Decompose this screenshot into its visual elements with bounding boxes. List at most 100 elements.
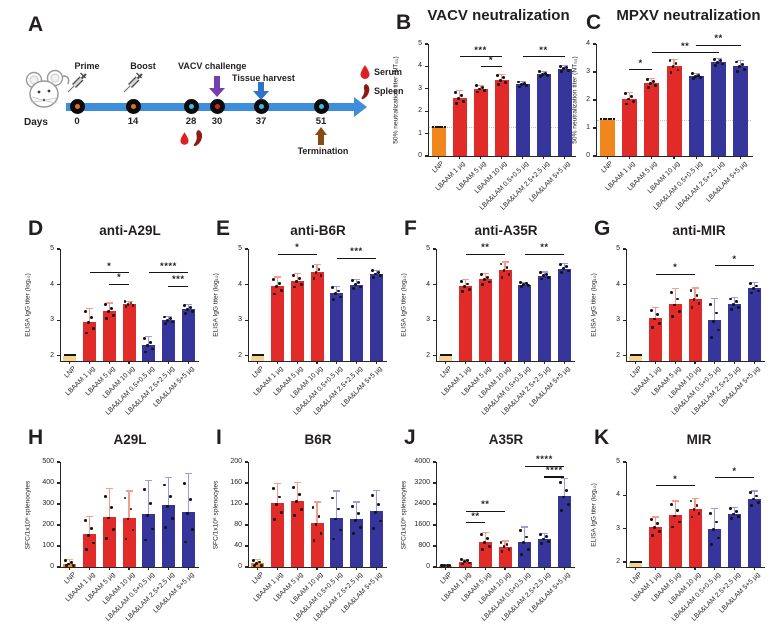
data-point [525, 282, 529, 286]
x-tick [714, 567, 716, 570]
data-point [126, 517, 130, 521]
data-point [461, 562, 464, 566]
x-label: LNP [62, 365, 78, 380]
y-tick-label: 1 [586, 124, 590, 131]
data-point [715, 520, 719, 524]
x-tick [717, 156, 720, 159]
y-tick-label: 0 [50, 563, 54, 570]
data-point [185, 512, 189, 516]
days-label: Days [24, 117, 48, 128]
lnp-dash [632, 354, 635, 357]
data-point [339, 528, 343, 532]
y-tick-label: 5 [616, 245, 620, 252]
significance-stars: ** [680, 40, 690, 52]
error-cap [540, 70, 547, 73]
data-point [163, 483, 166, 487]
data-point [541, 73, 544, 76]
data-point [525, 535, 529, 539]
timeline-day-label: 30 [211, 116, 223, 127]
y-tick [56, 503, 60, 505]
error-bar [336, 490, 338, 518]
y-tick-label: 3 [426, 316, 430, 324]
error-bar [108, 302, 110, 312]
significance-line [168, 285, 189, 287]
error-bar [733, 507, 736, 514]
data-point [721, 62, 724, 66]
x-label: LNP [62, 571, 78, 586]
plot-area-a29l: SFC/1x10⁶ splenocytes 0 100 200 300 400 500 LNP… [20, 420, 206, 629]
data-point [630, 94, 633, 98]
lnp-dash [439, 125, 442, 128]
x-tick [128, 361, 130, 364]
y-tick-label: 2 [50, 351, 54, 359]
significance-line [696, 44, 741, 46]
data-point [545, 535, 548, 539]
data-point [183, 312, 187, 315]
x-tick [542, 156, 545, 159]
plot-area-a35r: SFC/1x10⁶ splenocytes 0 800 1600 2400 3200 400… [396, 420, 582, 629]
panel-letter-a: A [28, 13, 44, 36]
data-point [352, 531, 355, 535]
data-point [729, 297, 732, 301]
error-cap [372, 269, 380, 271]
data-point [669, 291, 673, 294]
significance-stars: ** [471, 510, 480, 522]
data-point [505, 266, 509, 269]
data-point [689, 499, 693, 503]
y-tick [244, 461, 248, 463]
data-point [624, 92, 627, 95]
data-point [507, 272, 511, 276]
data-point [468, 288, 471, 291]
data-point [496, 73, 499, 77]
x-label: LNP [250, 571, 266, 586]
data-point [319, 531, 323, 535]
data-point [691, 77, 695, 81]
y-tick-label: 4 [616, 280, 620, 288]
error-bar [524, 281, 526, 285]
bar-1 [439, 355, 453, 361]
data-point [163, 315, 166, 319]
x-tick [257, 361, 259, 364]
y-tick [432, 461, 436, 463]
data-point [735, 300, 738, 304]
data-point [463, 560, 466, 564]
data-point [331, 496, 335, 500]
y-tick-label: 3 [418, 84, 422, 92]
y-tick [622, 561, 626, 563]
data-point [690, 515, 694, 519]
error-cap [481, 532, 489, 534]
data-point [693, 74, 697, 78]
data-point [668, 59, 672, 63]
data-point [131, 528, 135, 532]
significance-line [277, 253, 317, 255]
error-cap [313, 264, 321, 266]
data-point [190, 310, 194, 314]
bar-1 [431, 126, 446, 156]
data-point [314, 271, 318, 274]
x-tick [108, 361, 110, 364]
data-point [144, 538, 148, 542]
error-bar [674, 500, 676, 516]
error-cap [519, 80, 526, 83]
data-point [751, 497, 755, 501]
y-tick-label: 5 [616, 458, 620, 465]
panel-h-a29l-elispot: H A29L SFC/1x10⁶ splenocytes 0 100 200 300 40… [20, 420, 206, 629]
lnp-dash [630, 354, 633, 357]
data-point [278, 281, 281, 285]
data-point [710, 543, 714, 547]
data-point [466, 559, 469, 563]
data-point [500, 549, 504, 553]
error-bar [714, 298, 716, 321]
data-point [539, 271, 542, 274]
error-bar [740, 60, 742, 67]
error-cap [293, 481, 301, 484]
error-bar [464, 558, 467, 562]
lnp-dash [636, 354, 639, 357]
data-point [646, 77, 650, 81]
bar-6 [727, 304, 741, 361]
y-tick [432, 283, 436, 286]
significance-stars: ** [539, 44, 548, 56]
lnp-dash [632, 560, 635, 563]
plot-area-mir: ELISA IgG titer (log₁₀) 2 3 4 5 LNP LBAAM 1 µg… [586, 420, 778, 629]
y-axis [428, 44, 430, 156]
